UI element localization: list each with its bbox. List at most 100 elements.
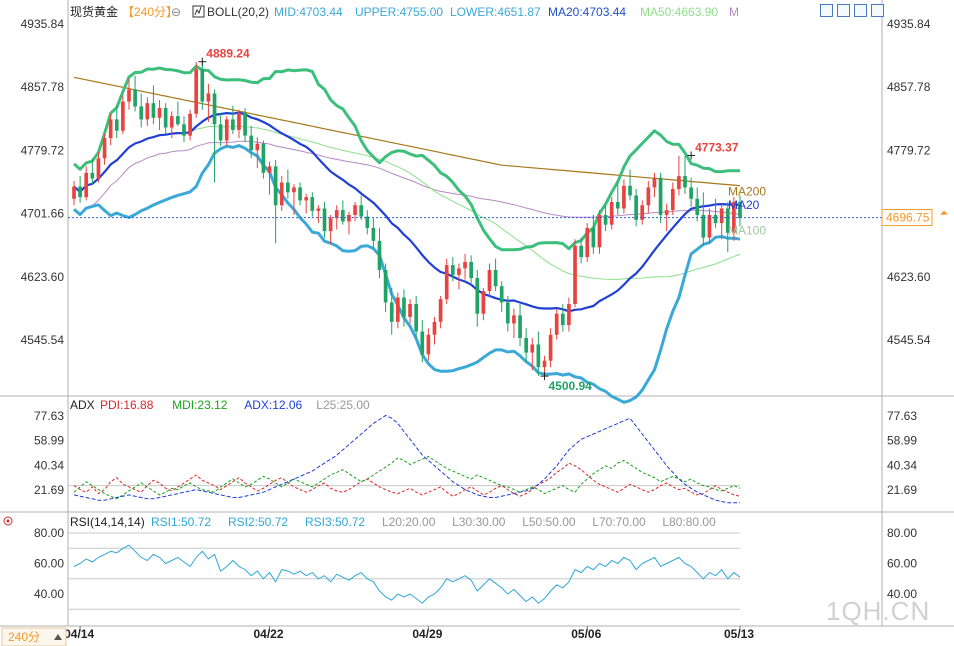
candle-body	[96, 158, 101, 179]
time-axis-label: 05/13	[724, 627, 754, 641]
zoom-in-icon[interactable]	[820, 4, 833, 17]
rsi-axis-tick-left: 60.00	[34, 557, 64, 571]
adx-legend-item: MDI:23.12	[172, 398, 228, 412]
indicator-icon	[192, 5, 205, 18]
rsi-legend-item: L20:20.00	[382, 515, 436, 529]
candle-body	[194, 69, 199, 114]
rsi-legend-item: RSI1:50.72	[151, 515, 211, 529]
candle-body	[188, 113, 192, 136]
candle-body	[408, 304, 412, 317]
candle-body	[231, 119, 235, 130]
candle-body	[487, 269, 492, 292]
candle-body	[457, 268, 461, 275]
rsi-settings-icon	[3, 516, 13, 526]
candle-body	[267, 166, 272, 173]
adx-axis-tick-right: 77.63	[887, 409, 917, 423]
candle-body	[530, 344, 535, 353]
candle-body	[622, 185, 626, 209]
fit-window-icon[interactable]	[854, 4, 867, 17]
period-dropdown-icon	[54, 634, 62, 640]
candle-body	[341, 210, 345, 222]
candle-body	[628, 185, 632, 196]
indicator-icon	[194, 6, 202, 16]
header-m: M	[729, 5, 739, 19]
settings-icon[interactable]	[871, 4, 884, 17]
ma100-line	[73, 140, 741, 218]
candle-body	[108, 119, 113, 139]
candle-body	[579, 245, 583, 258]
candle-body	[127, 89, 131, 102]
candle-body	[444, 265, 449, 300]
header-mid: MID:4703.44	[274, 5, 343, 19]
candle-body	[603, 214, 608, 225]
period-selector-label: 240分	[8, 630, 40, 644]
adx-axis-tick-right: 58.99	[887, 434, 917, 448]
candle-body	[237, 112, 241, 130]
current-price-label: 4696.75	[886, 211, 930, 225]
candle-body	[371, 227, 376, 241]
rsi-settings-icon	[6, 519, 10, 523]
candle-body	[567, 304, 571, 326]
price-axis-tick-left: 4857.78	[21, 80, 65, 94]
adx-legend-item: L25:25.00	[316, 398, 370, 412]
candle-body	[402, 297, 406, 317]
candle-body	[560, 313, 565, 326]
watermark: 1QH.CN	[826, 596, 931, 626]
candle-body	[677, 176, 681, 190]
rsi-legend-item: L80:80.00	[662, 515, 716, 529]
price-axis-tick-left: 4545.54	[21, 333, 65, 347]
adx-axis-tick-left: 58.99	[34, 434, 64, 448]
candle-body	[304, 197, 309, 201]
adx-axis-tick-left: 77.63	[34, 409, 64, 423]
candle-body	[701, 214, 706, 238]
candle-body	[359, 205, 364, 217]
candle-body	[542, 360, 547, 368]
price-axis-tick-right: 4857.78	[887, 80, 931, 94]
candle-body	[640, 205, 645, 220]
candle-body	[273, 166, 278, 206]
candle-body	[518, 315, 522, 339]
candle-body	[591, 227, 596, 248]
candle-body	[163, 108, 168, 128]
rsi-title: RSI(14,14,14)	[70, 515, 145, 529]
candle-body	[573, 245, 577, 305]
header-ma50: MA50:4663.90	[640, 5, 718, 19]
rsi-series-rsi1	[73, 544, 741, 604]
candle-body	[200, 69, 205, 102]
zoom-out-icon[interactable]	[837, 4, 850, 17]
candle-body	[450, 265, 455, 275]
candle-body	[102, 138, 107, 159]
boll-upper-band	[73, 64, 740, 252]
candle-body	[658, 177, 663, 215]
candle-body	[157, 108, 162, 118]
candle-body	[286, 182, 290, 193]
candle-body	[426, 334, 431, 355]
candle-body	[383, 269, 388, 303]
ma200-end-label: MA200	[728, 185, 766, 199]
candle-body	[261, 143, 266, 173]
candle-body	[206, 93, 211, 102]
ma200-line	[73, 76, 741, 187]
candle-body	[78, 186, 82, 198]
candle-body	[377, 240, 382, 270]
candle-body	[182, 124, 186, 136]
candle-body	[176, 116, 180, 125]
candle-body	[738, 201, 742, 219]
candle-body	[243, 112, 247, 136]
price-axis-tick-right: 4779.72	[887, 143, 931, 157]
candle-body	[396, 297, 400, 322]
candle-body	[334, 210, 339, 219]
extreme-label: 4500.94	[548, 379, 592, 393]
header-lower: LOWER:4651.87	[450, 5, 541, 19]
rsi-legend-item: RSI2:50.72	[228, 515, 288, 529]
candle-body	[664, 210, 669, 215]
rsi-axis-tick-left: 40.00	[34, 587, 64, 601]
candle-body	[322, 208, 327, 232]
candle-body	[438, 299, 443, 322]
rsi-legend-item: RSI3:50.72	[305, 515, 365, 529]
candle-body	[298, 187, 302, 201]
candle-body	[652, 177, 657, 188]
adx-legend-item: ADX:12.06	[244, 398, 302, 412]
candle-body	[548, 334, 553, 361]
